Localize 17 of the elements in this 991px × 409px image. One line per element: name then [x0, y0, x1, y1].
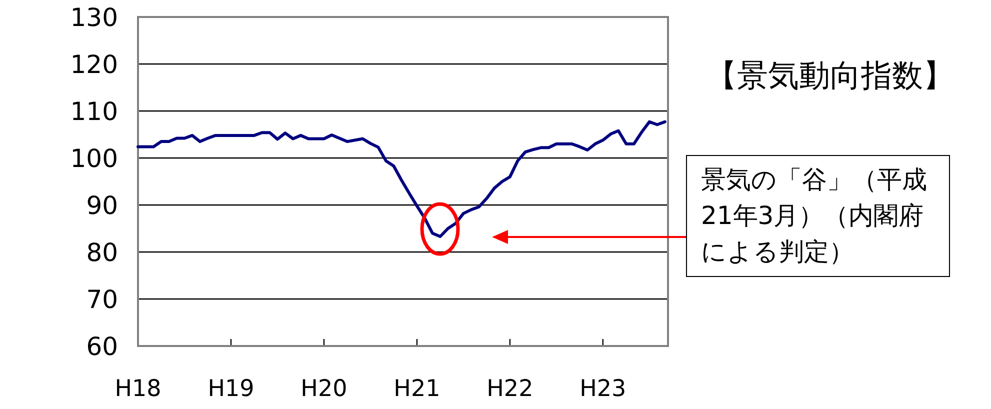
y-tick-label: 120	[70, 50, 118, 79]
x-tick-label: H21	[394, 376, 440, 402]
x-tick-label: H23	[580, 376, 626, 402]
x-tick-label: H20	[300, 376, 348, 402]
y-tick-label: 60	[86, 332, 118, 361]
y-tick-label: 110	[70, 97, 118, 126]
x-tick-label: H18	[114, 376, 162, 402]
y-tick-label: 100	[70, 144, 118, 173]
y-tick-label: 90	[86, 191, 118, 220]
x-tick-label: H22	[486, 376, 534, 402]
y-tick-label: 70	[86, 285, 118, 314]
x-tick-label: H19	[208, 376, 254, 402]
y-tick-label: 130	[70, 3, 118, 32]
text: 景気の「谷」（平成21年3月）（内閣府による判定）	[686, 155, 950, 277]
line-series	[136, 120, 666, 238]
y-tick-label: 80	[86, 238, 118, 267]
text: 【景気動向指数】	[706, 58, 954, 94]
